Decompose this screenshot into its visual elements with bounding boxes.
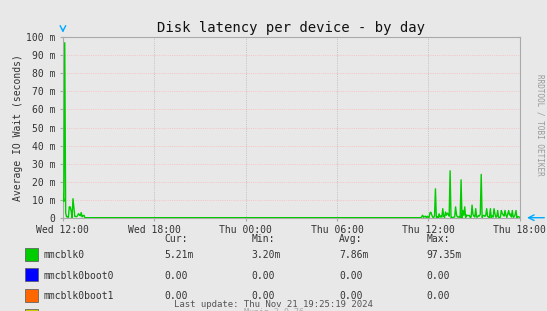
- Text: 3.20m: 3.20m: [252, 250, 281, 260]
- Text: 0.00: 0.00: [427, 291, 450, 301]
- Bar: [25, 309, 38, 311]
- Text: Last update: Thu Nov 21 19:25:19 2024: Last update: Thu Nov 21 19:25:19 2024: [174, 300, 373, 309]
- Text: mmcblk0: mmcblk0: [44, 250, 85, 260]
- Text: 97.35m: 97.35m: [427, 250, 462, 260]
- Text: RRDTOOL / TOBI OETIKER: RRDTOOL / TOBI OETIKER: [536, 73, 544, 175]
- Text: Min:: Min:: [252, 234, 275, 244]
- Text: 0.00: 0.00: [252, 271, 275, 281]
- Title: Disk latency per device - by day: Disk latency per device - by day: [158, 21, 425, 35]
- Text: 0.00: 0.00: [339, 291, 363, 301]
- Text: Avg:: Avg:: [339, 234, 363, 244]
- Text: 0.00: 0.00: [164, 291, 188, 301]
- Text: Munin 2.0.76: Munin 2.0.76: [243, 308, 304, 311]
- Bar: [25, 289, 38, 302]
- Text: 0.00: 0.00: [252, 291, 275, 301]
- Text: 0.00: 0.00: [164, 271, 188, 281]
- Text: 0.00: 0.00: [427, 271, 450, 281]
- Bar: [25, 268, 38, 281]
- Text: 0.00: 0.00: [339, 271, 363, 281]
- Text: mmcblk0boot0: mmcblk0boot0: [44, 271, 114, 281]
- Text: 7.86m: 7.86m: [339, 250, 369, 260]
- Y-axis label: Average IO Wait (seconds): Average IO Wait (seconds): [13, 54, 23, 201]
- Text: 5.21m: 5.21m: [164, 250, 194, 260]
- Text: mmcblk0boot1: mmcblk0boot1: [44, 291, 114, 301]
- Bar: [25, 248, 38, 261]
- Text: Max:: Max:: [427, 234, 450, 244]
- Text: Cur:: Cur:: [164, 234, 188, 244]
